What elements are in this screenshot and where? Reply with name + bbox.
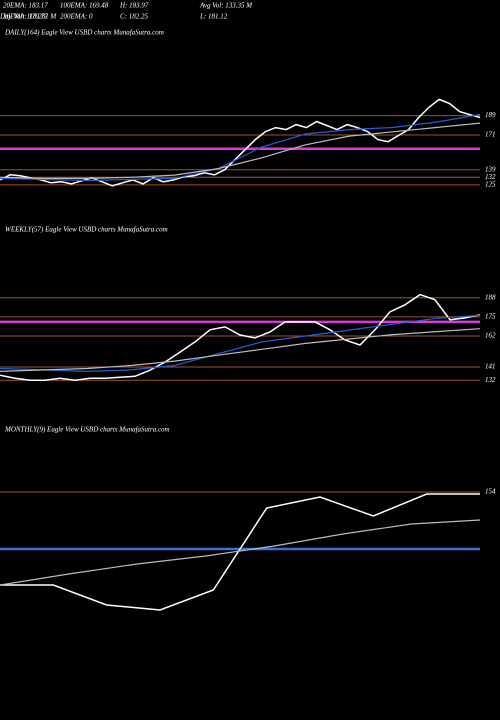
- price-line: [0, 328, 481, 372]
- price-line: [0, 113, 481, 182]
- y-tick-label: 132: [485, 376, 496, 384]
- y-tick-label: 139: [485, 165, 496, 173]
- y-tick-label: 162: [485, 332, 496, 340]
- panel-title: MONTHLY(9) Eagle View USBD charts Munafa…: [4, 426, 170, 434]
- y-tick-label: 189: [485, 111, 496, 119]
- price-line: [0, 293, 481, 382]
- header-stat: 30EMA: 179.77: [2, 13, 48, 21]
- y-tick-label: 125: [485, 180, 496, 188]
- price-line: [0, 314, 481, 373]
- panel-title: WEEKLY(57) Eagle View USBD charts Munafa…: [5, 226, 168, 234]
- y-tick-label: 141: [485, 363, 496, 371]
- header-stat: L: 181.12: [199, 13, 228, 21]
- y-tick-label: 132: [485, 173, 496, 181]
- price-line: [0, 519, 481, 586]
- price-line: [0, 98, 481, 187]
- header-stat: H: 183.97: [119, 2, 149, 10]
- header-stat: C: 182.25: [120, 13, 149, 21]
- y-tick-label: 175: [485, 312, 496, 320]
- panel-title: DAILY(164) Eagle View USBD charts Munafa…: [4, 29, 164, 37]
- header-stat: Avg Vol: 133.35 M: [199, 2, 253, 10]
- y-tick-label: 154: [485, 488, 496, 496]
- header-stat: 100EMA: 169.48: [60, 2, 109, 10]
- y-tick-label: 188: [485, 293, 496, 301]
- price-line: [0, 122, 481, 179]
- header-stat: 200EMA: 0: [60, 13, 93, 21]
- y-tick-label: 171: [485, 131, 496, 139]
- header-stat: Day Vol: 118.281 M: [0, 13, 57, 21]
- header-stat: 20EMA: 183.17: [3, 2, 48, 10]
- price-line: [0, 493, 480, 611]
